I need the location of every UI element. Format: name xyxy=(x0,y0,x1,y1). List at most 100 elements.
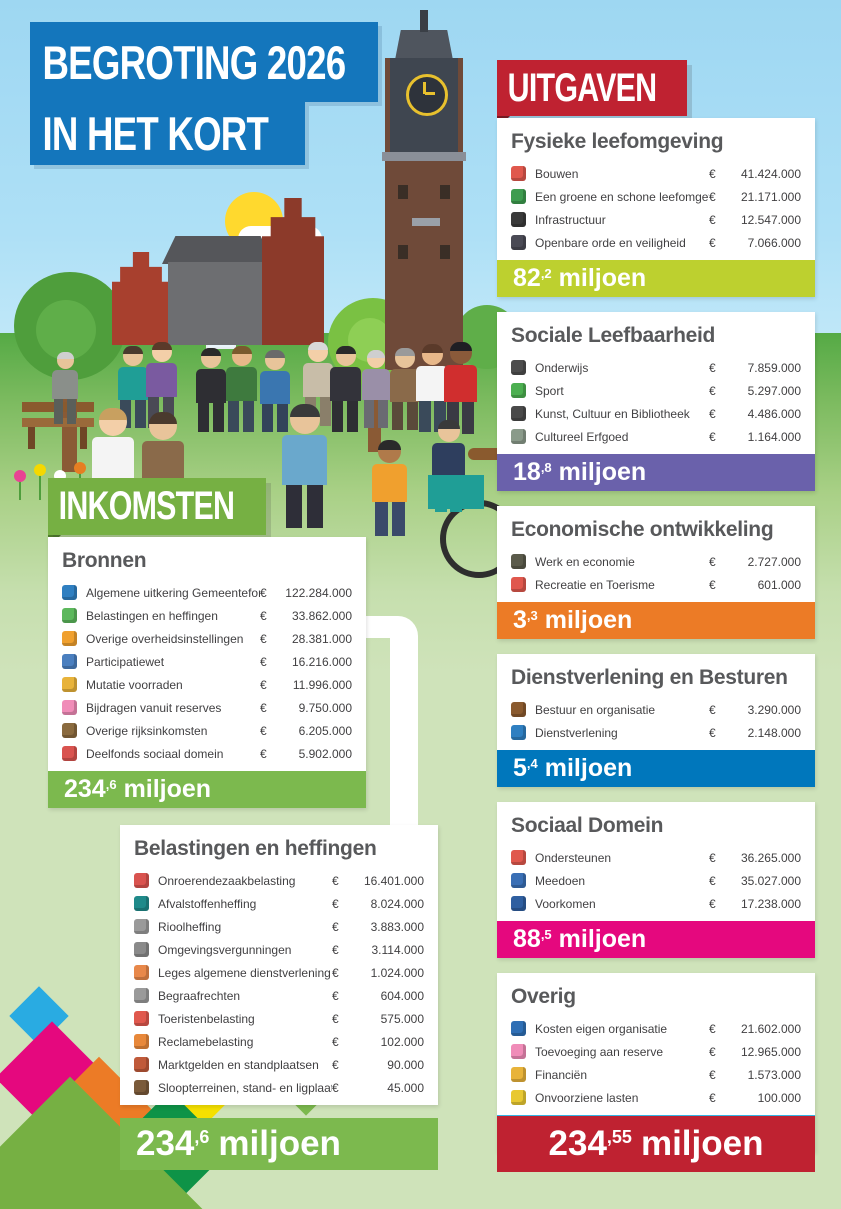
scooter-icon xyxy=(62,746,77,761)
page-title-line2: IN HET KORT xyxy=(30,102,305,165)
tower-plaque xyxy=(412,218,440,226)
row-label: Mutatie voorraden xyxy=(86,677,183,692)
total-int: 88 xyxy=(513,925,541,953)
row-amount: 2.727.000 xyxy=(747,554,801,569)
row-amount: 5.297.000 xyxy=(747,383,801,398)
budget-row: Toeristenbelasting €575.000 xyxy=(134,1007,424,1030)
row-amount: 601.000 xyxy=(757,577,801,592)
connector-pipe xyxy=(362,616,398,638)
budget-row: Deelfonds sociaal domein €5.902.000 xyxy=(62,742,352,765)
row-amount: 1.573.000 xyxy=(747,1067,801,1082)
person-torso xyxy=(92,437,134,484)
currency-symbol: € xyxy=(332,965,339,980)
row-label: Kunst, Cultuur en Bibliotheek xyxy=(535,406,690,421)
row-label: Bestuur en organisatie xyxy=(535,702,656,717)
budget-row: Bestuur en organisatie €3.290.000 xyxy=(511,698,801,721)
person xyxy=(118,346,148,428)
person-leg xyxy=(135,400,146,428)
currency-symbol: € xyxy=(709,577,716,592)
tower-window xyxy=(398,185,408,199)
suitcase-icon xyxy=(134,1011,149,1026)
person-leg xyxy=(262,404,273,432)
currency-symbol: € xyxy=(260,723,267,738)
pipe-icon xyxy=(134,919,149,934)
row-label: Marktgelden en standplaatsen xyxy=(158,1057,319,1072)
row-label: Recreatie en Toerisme xyxy=(535,577,655,592)
panel-total-band: 234,6 miljoen xyxy=(48,771,366,808)
piggy-bank-icon xyxy=(62,700,77,715)
briefcase-icon xyxy=(511,554,526,569)
suitcase-icon xyxy=(511,577,526,592)
budget-row: Onderwijs €7.859.000 xyxy=(511,356,801,379)
row-label: Sport xyxy=(535,383,564,398)
total-int: 18 xyxy=(513,458,541,486)
coins-icon xyxy=(511,1067,526,1082)
total-suffix: miljoen xyxy=(558,925,647,953)
panel-total-band: 5,4 miljoen xyxy=(497,750,815,787)
person-torso xyxy=(372,464,407,502)
budget-row: Sloopterreinen, stand- en ligplaatsen€45… xyxy=(134,1076,424,1099)
row-amount: 45.000 xyxy=(387,1080,424,1095)
person-leg xyxy=(378,400,388,428)
house-grey-roof xyxy=(162,236,274,264)
total-suffix: miljoen xyxy=(544,754,633,782)
person xyxy=(226,346,257,432)
row-label: Voorkomen xyxy=(535,896,596,911)
tower-ledge xyxy=(382,152,466,161)
speech-bubble-icon xyxy=(511,725,526,740)
person-hair xyxy=(151,342,172,350)
clock-hand xyxy=(425,92,435,95)
row-amount: 8.024.000 xyxy=(370,896,424,911)
person-hair xyxy=(265,350,285,358)
row-amount: 16.216.000 xyxy=(291,654,352,669)
total-suffix: miljoen xyxy=(544,606,633,634)
person-hair xyxy=(395,348,415,356)
panel-body: Economische ontwikkeling Werk en economie… xyxy=(497,506,815,602)
currency-symbol: € xyxy=(709,166,716,181)
person xyxy=(52,352,78,424)
printer-icon xyxy=(134,942,149,957)
person-hair xyxy=(449,342,472,351)
row-label: Toeristenbelasting xyxy=(158,1011,255,1026)
panel-body: Bronnen Algemene uitkering Gemeentefonds €… xyxy=(48,537,366,771)
row-label: Omgevingsvergunningen xyxy=(158,942,292,957)
currency-symbol: € xyxy=(709,1044,716,1059)
person-hair xyxy=(308,342,328,350)
panel-body: Overig Kosten eigen organisatie €21.602.00… xyxy=(497,973,815,1115)
panel-title: Bronnen xyxy=(62,549,147,572)
person-torso xyxy=(390,369,420,402)
budget-row: Financiën €1.573.000 xyxy=(511,1063,801,1086)
row-amount: 12.547.000 xyxy=(740,212,801,227)
person-leg xyxy=(198,403,209,432)
person-hair xyxy=(335,346,356,354)
row-label: Bijdragen vanuit reserves xyxy=(86,700,222,715)
budget-row: Overige overheidsinstellingen €28.381.000 xyxy=(62,627,352,650)
row-label: Openbare orde en veiligheid xyxy=(535,235,686,250)
clock-hand xyxy=(423,82,426,94)
budget-row: Overige rijksinkomsten €6.205.000 xyxy=(62,719,352,742)
piggy-bank-icon xyxy=(511,1044,526,1059)
row-label: Infrastructuur xyxy=(535,212,606,227)
budget-row: Onvoorziene lasten €100.000 xyxy=(511,1086,801,1109)
connector-pipe xyxy=(390,650,418,835)
row-label: Bouwen xyxy=(535,166,579,181)
row-label: Onroerendezaakbelasting xyxy=(158,873,296,888)
row-label: Begraafrechten xyxy=(158,988,241,1003)
row-label: Ondersteunen xyxy=(535,850,612,865)
currency-symbol: € xyxy=(709,189,716,204)
row-amount: 2.148.000 xyxy=(747,725,801,740)
row-label: Kosten eigen organisatie xyxy=(535,1021,668,1036)
person-torso xyxy=(444,365,477,402)
row-amount: 1.024.000 xyxy=(370,965,424,980)
folder-icon xyxy=(62,631,77,646)
person-hair xyxy=(149,412,177,424)
currency-symbol: € xyxy=(332,1034,339,1049)
row-label: Werk en economie xyxy=(535,554,635,569)
panel-title: Economische ontwikkeling xyxy=(511,518,774,541)
panel-sociale-leefbaarheid: Sociale Leefbaarheid Onderwijs €7.859.000 S… xyxy=(497,312,815,491)
panel-total-band: 82,2 miljoen xyxy=(497,260,815,297)
budget-row: Infrastructuur €12.547.000 xyxy=(511,208,801,231)
person-hair xyxy=(123,346,143,354)
eye-icon xyxy=(511,896,526,911)
